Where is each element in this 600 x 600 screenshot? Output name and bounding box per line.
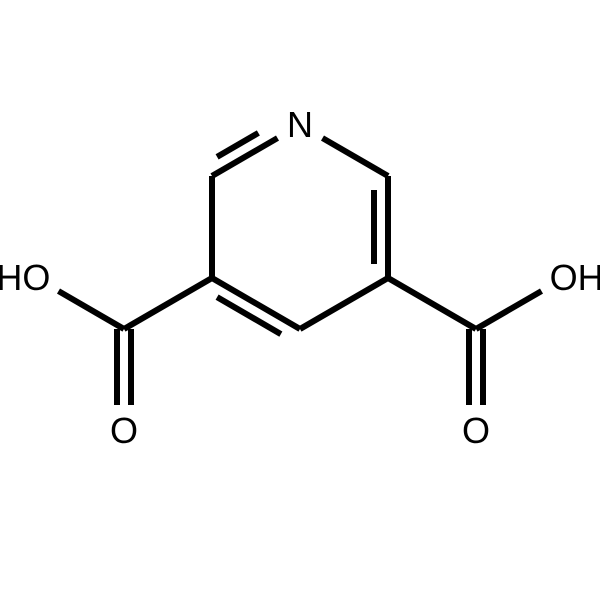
atom-label-o7d: O [462, 413, 490, 449]
atom-label-o8d: O [110, 413, 138, 449]
atom-label-n: N [287, 107, 313, 143]
molecule-stage: N O OH O HO [0, 0, 600, 600]
atom-label-o8s: HO [0, 260, 50, 296]
molecule-svg [0, 0, 600, 600]
atom-label-o7s: OH [550, 260, 600, 296]
